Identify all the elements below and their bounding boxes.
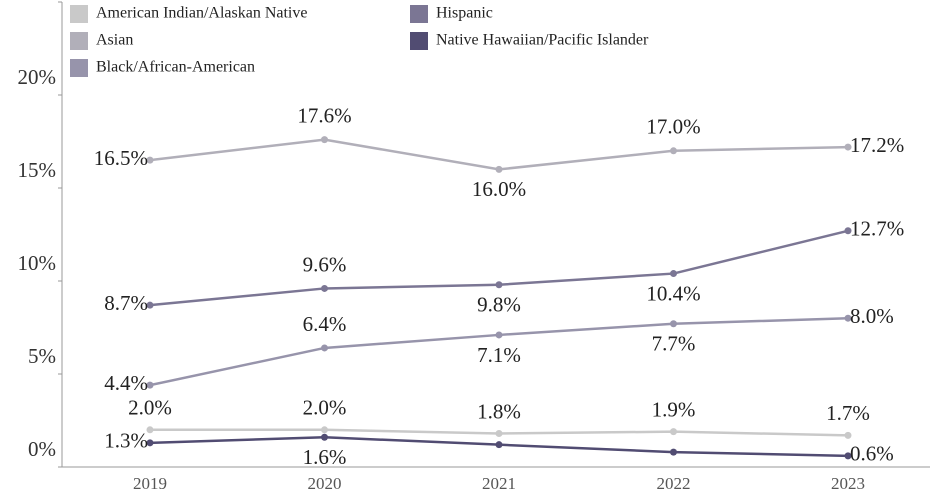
y-tick-label: 5% [28, 344, 56, 368]
point [670, 320, 677, 328]
data-label: 2.0% [303, 396, 347, 420]
data-label: 1.3% [104, 429, 148, 453]
data-label: 7.1% [477, 343, 521, 367]
point [146, 439, 154, 447]
data-label: 16.0% [472, 177, 526, 201]
x-tick-label: 2020 [308, 474, 342, 493]
data-label: 1.6% [303, 445, 347, 469]
legend-label: Asian [96, 32, 133, 49]
point [844, 227, 852, 235]
point [321, 136, 328, 144]
point [321, 433, 328, 441]
x-tick-label: 2019 [133, 474, 167, 493]
data-label: 1.8% [477, 399, 521, 423]
point [146, 156, 154, 164]
legend-swatch [410, 32, 428, 50]
point [670, 270, 677, 278]
point [495, 281, 503, 289]
data-label: 8.0% [850, 304, 894, 328]
series-line [149, 138, 849, 171]
legend-label: Native Hawaiian/Pacific Islander [436, 32, 649, 49]
data-label: 17.6% [297, 103, 351, 127]
legend-label: Hispanic [436, 5, 493, 22]
point [495, 331, 503, 339]
point [670, 428, 677, 436]
point [321, 426, 328, 434]
point [321, 344, 328, 352]
data-label: 17.2% [850, 133, 904, 157]
legend-swatch [70, 59, 88, 77]
y-tick-label: 0% [28, 437, 56, 461]
data-label: 16.5% [94, 146, 148, 170]
point [844, 314, 852, 322]
legend-swatch [70, 5, 88, 23]
point [321, 284, 328, 292]
point [146, 381, 154, 389]
data-label: 8.7% [104, 291, 148, 315]
data-label: 2.0% [128, 396, 172, 420]
data-label: 9.6% [303, 252, 347, 276]
legend-label: Black/African-American [96, 59, 255, 76]
x-tick-label: 2023 [831, 474, 865, 493]
point [844, 143, 852, 151]
data-label: 1.9% [652, 397, 696, 421]
legend-label: American Indian/Alaskan Native [96, 5, 307, 22]
data-label: 4.4% [104, 371, 148, 395]
point [146, 426, 154, 434]
data-label: 17.0% [646, 115, 700, 139]
data-label: 1.7% [826, 401, 870, 425]
x-tick-label: 2022 [657, 474, 691, 493]
point [844, 452, 852, 460]
y-tick-label: 15% [18, 158, 57, 182]
point [495, 430, 503, 438]
point [670, 147, 677, 155]
y-tick-label: 20% [18, 65, 57, 89]
point [495, 165, 503, 173]
point [146, 301, 154, 309]
point [844, 431, 852, 439]
y-tick-label: 10% [18, 251, 57, 275]
data-label: 12.7% [850, 217, 904, 241]
point [495, 441, 503, 449]
data-label: 9.8% [477, 293, 521, 317]
data-label: 7.7% [652, 332, 696, 356]
point [670, 448, 677, 456]
data-label: 0.6% [850, 442, 894, 466]
legend-swatch [70, 32, 88, 50]
legend-swatch [410, 5, 428, 23]
data-label: 6.4% [303, 312, 347, 336]
data-label: 10.4% [646, 281, 700, 305]
x-tick-label: 2021 [482, 474, 516, 493]
